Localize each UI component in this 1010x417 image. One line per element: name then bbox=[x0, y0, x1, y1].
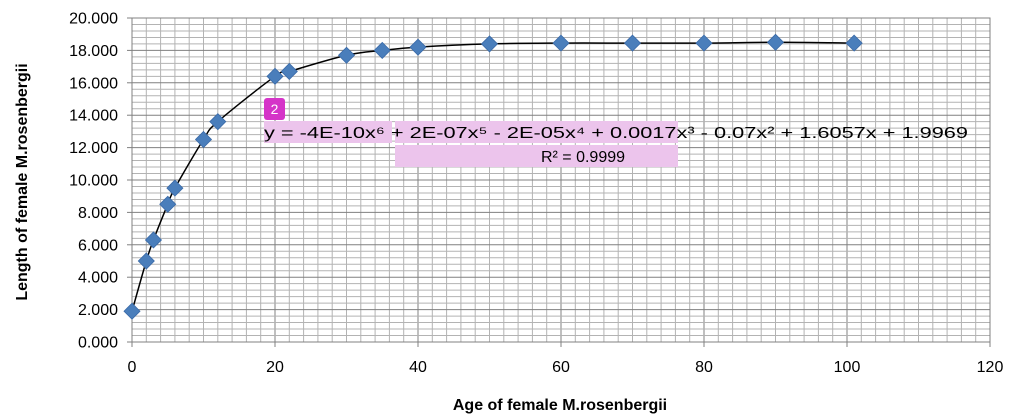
data-point bbox=[409, 38, 427, 56]
data-point bbox=[194, 130, 213, 149]
r-squared-label: R² = 0.9999 bbox=[541, 149, 625, 166]
x-tick-label: 100 bbox=[834, 359, 861, 376]
y-tick-label: 0.000 bbox=[78, 335, 118, 352]
x-tick-label: 0 bbox=[128, 359, 137, 376]
data-point bbox=[166, 179, 184, 197]
equation-highlight-1 bbox=[264, 121, 392, 143]
data-point bbox=[623, 34, 642, 52]
data-point bbox=[159, 195, 177, 213]
y-tick-label: 16.000 bbox=[69, 75, 118, 92]
data-point bbox=[845, 34, 863, 52]
y-tick-label: 12.000 bbox=[69, 140, 118, 157]
data-point bbox=[266, 67, 284, 85]
data-point bbox=[137, 252, 155, 270]
trendline-equation: y = -4E-10x⁶ + 2E-07x⁵ - 2E-05x⁴ + 0.001… bbox=[264, 125, 968, 142]
y-tick-label: 14.000 bbox=[69, 108, 118, 125]
x-tick-label: 40 bbox=[409, 359, 427, 376]
y-tick-label: 20.000 bbox=[69, 11, 118, 28]
equation-highlight-2 bbox=[395, 121, 678, 143]
y-tick-label: 18.000 bbox=[69, 43, 118, 60]
data-point bbox=[695, 34, 713, 52]
data-point bbox=[766, 33, 785, 51]
data-point bbox=[209, 113, 227, 131]
data-point bbox=[337, 46, 356, 64]
y-tick-label: 4.000 bbox=[78, 270, 118, 287]
tick-labels: 0 20 40 60 80 100 120 0.000 2.000 4.000 6.000 8.000… bbox=[69, 11, 1003, 377]
data-point bbox=[144, 231, 163, 249]
annotation-badge bbox=[264, 98, 285, 120]
x-tick-label: 120 bbox=[977, 359, 1004, 376]
x-tick-label: 20 bbox=[266, 359, 284, 376]
x-tick-label: 60 bbox=[552, 359, 570, 376]
data-point bbox=[280, 62, 298, 81]
y-tick-label: 6.000 bbox=[78, 237, 118, 254]
data-point bbox=[480, 35, 499, 53]
trendline-equation-box: 2 y = -4E-10x⁶ + 2E-07x⁵ - 2E-05x⁴ + 0.0… bbox=[264, 98, 968, 167]
data-point bbox=[123, 302, 141, 320]
annotation-badge-label: 2 bbox=[271, 101, 279, 117]
data-point bbox=[552, 34, 570, 52]
y-tick-label: 8.000 bbox=[78, 205, 118, 222]
x-axis-title: Age of female M.rosenbergii bbox=[453, 397, 667, 414]
grid bbox=[132, 18, 990, 342]
y-axis-title: Length of female M.rosenbergii bbox=[14, 63, 31, 300]
y-tick-label: 10.000 bbox=[69, 173, 118, 190]
data-point bbox=[373, 41, 391, 59]
data-points bbox=[123, 33, 863, 320]
y-tick-label: 2.000 bbox=[78, 302, 118, 319]
x-tick-label: 80 bbox=[695, 359, 713, 376]
axes bbox=[127, 17, 991, 347]
equation-highlight-3 bbox=[395, 145, 678, 167]
